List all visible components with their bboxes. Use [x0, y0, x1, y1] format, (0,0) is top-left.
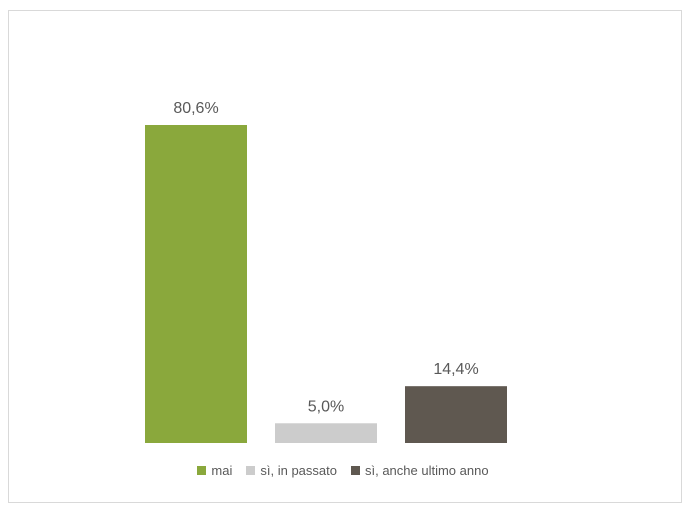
legend: mai sì, in passato sì, anche ultimo anno — [0, 463, 686, 478]
legend-item-mai: mai — [197, 463, 232, 478]
legend-label-si-in-passato: sì, in passato — [260, 463, 337, 478]
chart-frame — [8, 10, 682, 503]
legend-swatch-si-in-passato — [246, 466, 256, 475]
legend-item-si-anche-ultimo-anno: sì, anche ultimo anno — [350, 463, 489, 478]
bar-mai — [145, 125, 247, 443]
data-label-mai: 80,6% — [173, 100, 218, 117]
legend-label-mai: mai — [211, 463, 233, 478]
legend-item-si-in-passato: sì, in passato — [246, 463, 337, 478]
data-label-si-in-passato: 5,0% — [308, 398, 344, 415]
legend-label-si-anche-ultimo-anno: sì, anche ultimo anno — [364, 463, 489, 478]
bar-si-anche-ultimo-anno — [405, 386, 507, 443]
bar-si-in-passato — [275, 423, 377, 443]
legend-swatch-si-anche-ultimo-anno — [350, 466, 360, 475]
data-label-si-anche-ultimo-anno: 14,4% — [433, 361, 478, 378]
legend-swatch-mai — [197, 466, 207, 475]
